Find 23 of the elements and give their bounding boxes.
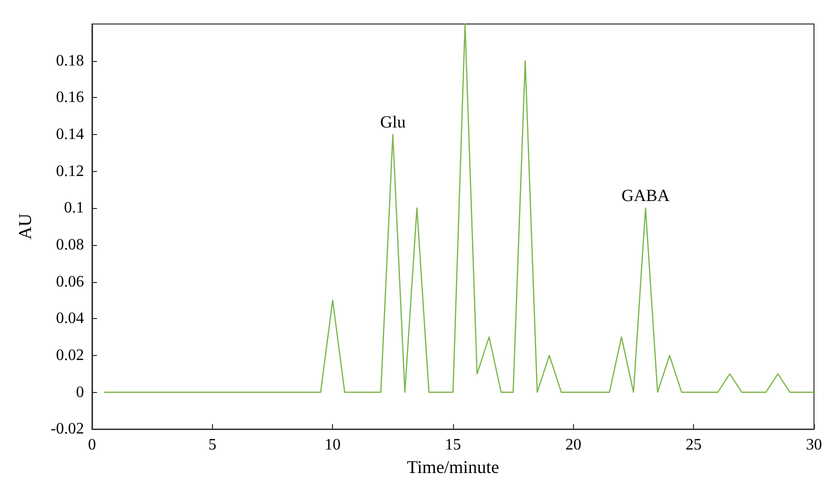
line-series	[103, 23, 815, 393]
annotation: GABA	[621, 186, 670, 206]
x-tick-label: 15	[445, 436, 461, 454]
x-tick-label: 10	[324, 436, 341, 454]
y-tick-label: 0.12	[56, 162, 84, 180]
y-tick-label: 0.06	[56, 273, 84, 290]
y-tick-label: 0.18	[56, 52, 84, 70]
y-tick-label: 0.1	[64, 200, 84, 217]
y-tick-label: 0.08	[56, 236, 84, 254]
y-tick-label: -0.02	[50, 420, 84, 438]
y-tick-label: 0.02	[56, 346, 84, 364]
y-tick-label: 0	[76, 384, 84, 401]
y-tick-label: 0.16	[56, 89, 84, 106]
annotation: Glu	[380, 112, 406, 132]
x-tick-label: 20	[565, 436, 582, 454]
y-axis-title: AU	[15, 214, 35, 240]
y-tick-label: 0.04	[56, 310, 84, 328]
y-tick-label: 0.14	[56, 126, 84, 143]
x-axis-title: Time/minute	[406, 457, 500, 477]
x-tick-label: 5	[208, 436, 216, 454]
x-tick-label: 0	[88, 436, 96, 454]
x-tick-label: 25	[686, 436, 702, 454]
x-tick-label: 30	[806, 436, 822, 454]
